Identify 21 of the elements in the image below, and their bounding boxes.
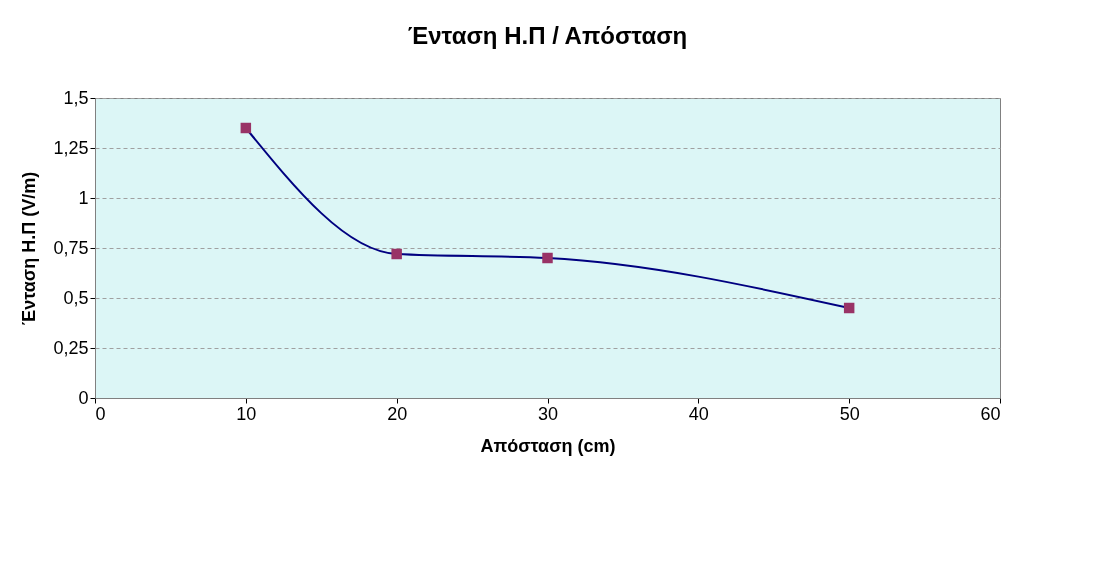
y-tick-label: 0 (78, 387, 89, 408)
y-tick-label: 0,5 (63, 287, 89, 308)
x-tick-label: 30 (537, 403, 559, 424)
x-tick-label: 60 (980, 403, 1001, 424)
point (843, 302, 855, 314)
x-tick-label: 0 (95, 403, 106, 424)
y-tick-label: 1,5 (63, 87, 89, 108)
x-tick-label: 40 (688, 403, 709, 424)
y-tick-label: 1 (78, 187, 89, 208)
point (391, 248, 402, 260)
x-axis-title: Απόσταση (cm) (480, 435, 616, 456)
y-tick-label: 1,25 (53, 137, 89, 158)
y-tick-label: 0,25 (53, 337, 89, 358)
x-tick-label: 20 (387, 403, 408, 424)
chart-title: Ένταση Η.Π / Απόσταση (407, 22, 688, 49)
y-tick-label: 0,75 (53, 237, 89, 258)
x-tick-label: 50 (839, 403, 860, 424)
y-axis-title: Ένταση Η.Π (V/m) (19, 171, 40, 326)
point (542, 252, 553, 264)
point (240, 122, 252, 134)
x-tick-label: 10 (236, 403, 257, 424)
